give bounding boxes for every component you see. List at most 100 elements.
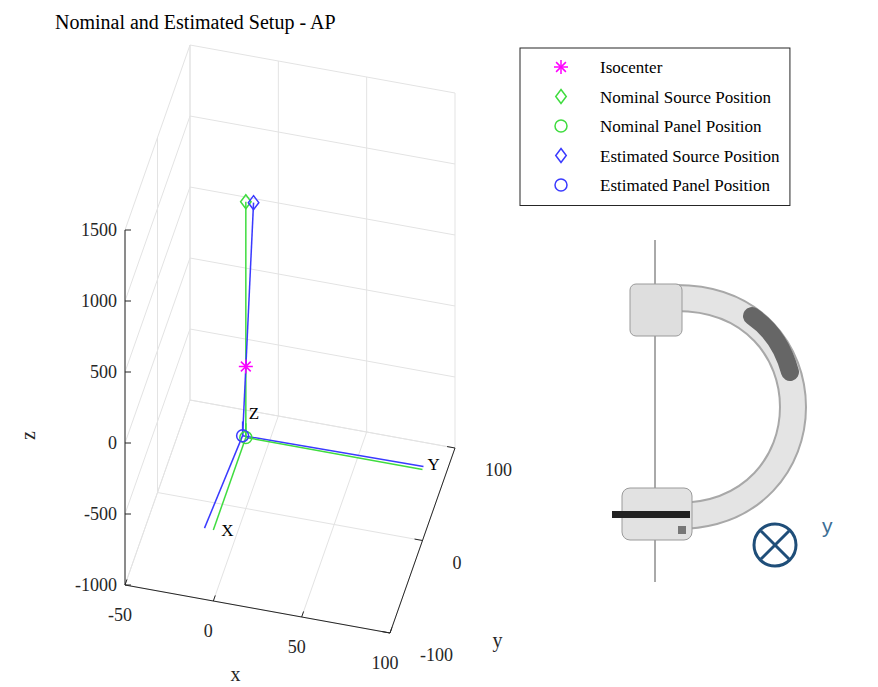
circle-marker [555, 120, 567, 132]
grid-line [158, 493, 423, 541]
y-axis-line [390, 448, 455, 633]
source-housing [630, 284, 682, 336]
legend-marker [555, 179, 567, 191]
into-page-cross [761, 531, 789, 559]
point [237, 430, 249, 442]
detector-button [678, 526, 686, 534]
grid-line [125, 45, 190, 230]
z-tick-label: -1000 [75, 575, 117, 595]
y-tick-label: 0 [453, 553, 462, 573]
frame-axis-label: Z [249, 404, 259, 423]
z-tick-label: 0 [108, 433, 117, 453]
grid-line [125, 258, 190, 443]
x-tick [213, 595, 215, 601]
circle-marker [237, 430, 249, 442]
x-tick [302, 611, 304, 617]
z-axis-title: z [17, 431, 39, 440]
z-tick [125, 230, 131, 231]
grid-line [278, 61, 279, 416]
y-tick-label: 100 [485, 460, 512, 480]
grid-line [390, 448, 455, 633]
c-arm-outline [676, 298, 793, 516]
figure: Nominal and Estimated Setup - AP-5005010… [0, 0, 878, 687]
frame-axis-label: Y [428, 455, 440, 474]
y-tick-label: -100 [420, 645, 453, 665]
grid-line [366, 77, 367, 432]
legend: IsocenterNominal Source PositionNominal … [520, 48, 790, 206]
asterisk-stroke [556, 62, 566, 72]
into-page-cross [761, 531, 789, 559]
line [243, 203, 254, 436]
grid-line [125, 230, 126, 585]
z-tick [125, 372, 131, 373]
grid-line [190, 329, 455, 377]
line [243, 436, 424, 467]
grid-line [125, 329, 190, 514]
c-arm-handle [752, 316, 790, 372]
z-tick-label: -500 [84, 504, 117, 524]
x-tick-label: -50 [108, 605, 132, 625]
title: Nominal and Estimated Setup - AP [55, 11, 336, 34]
grid-line [190, 116, 455, 164]
plot-data [205, 195, 424, 530]
grid-line [190, 187, 455, 235]
legend-marker [556, 149, 567, 163]
diamond-marker [556, 149, 567, 163]
grid-line [190, 45, 455, 93]
line [213, 438, 246, 531]
z-tick-label: 500 [90, 362, 117, 382]
grid-line [125, 400, 190, 585]
detector-panel [612, 511, 690, 518]
z-axis-line [125, 230, 126, 585]
legend-box [520, 48, 790, 206]
x-tick-label: 50 [288, 637, 306, 657]
z-tick [125, 443, 131, 444]
grid-line [125, 585, 390, 633]
y-tick [382, 632, 390, 633]
c-arm [676, 298, 793, 516]
line [246, 438, 423, 470]
c-arm-illustration: y [612, 240, 833, 582]
asterisk-stroke [556, 62, 566, 72]
grid-line [190, 45, 191, 400]
diamond-marker [248, 196, 258, 210]
grid-line [190, 400, 455, 448]
z-tick-label: 1000 [81, 291, 117, 311]
z-tick [125, 585, 131, 586]
legend-label: Estimated Panel Position [600, 176, 770, 195]
point [239, 360, 253, 374]
grid-line [157, 138, 158, 493]
grid-line [455, 93, 456, 448]
x-axis-title: x [231, 663, 241, 685]
grid-line [190, 258, 455, 306]
grid-line [125, 116, 190, 301]
grid-line [125, 187, 190, 372]
x-tick [125, 579, 127, 585]
z-tick [125, 301, 131, 302]
legend-marker [554, 60, 568, 74]
y-axis-title: y [493, 629, 503, 652]
z-tick-label: 1500 [81, 220, 117, 240]
x-tick-label: 0 [204, 621, 213, 641]
axes: -50050100-1000100-1000-500050010001500 [75, 220, 512, 673]
into-page-symbol [754, 524, 796, 566]
frame-axis-label: X [221, 521, 233, 540]
circle-marker [555, 179, 567, 191]
grid-line [190, 400, 455, 448]
legend-label: Isocenter [600, 58, 663, 77]
y-tick [415, 539, 423, 540]
legend-marker [556, 90, 567, 104]
legend-label: Estimated Source Position [600, 147, 780, 166]
z-tick [125, 514, 131, 515]
grid-line [190, 45, 191, 400]
legend-marker [555, 120, 567, 132]
diamond-marker [556, 90, 567, 104]
line [205, 436, 243, 528]
x-tick [390, 627, 392, 633]
asterisk-stroke [241, 362, 251, 372]
point [248, 196, 258, 210]
line [245, 202, 247, 438]
x-axis-line [125, 585, 390, 633]
x-tick-label: 100 [372, 653, 399, 673]
y-tick [447, 447, 455, 448]
